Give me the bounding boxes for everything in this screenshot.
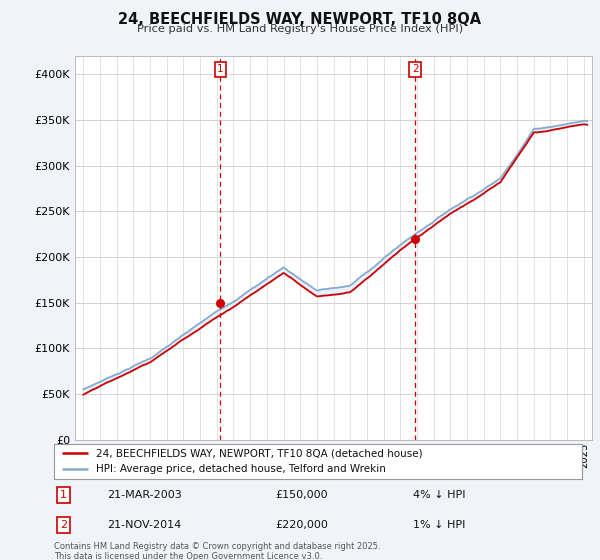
Text: Contains HM Land Registry data © Crown copyright and database right 2025.
This d: Contains HM Land Registry data © Crown c… (54, 542, 380, 560)
Text: 1: 1 (217, 64, 224, 74)
Text: Price paid vs. HM Land Registry's House Price Index (HPI): Price paid vs. HM Land Registry's House … (137, 24, 463, 34)
Text: 21-MAR-2003: 21-MAR-2003 (107, 490, 182, 500)
Text: 21-NOV-2014: 21-NOV-2014 (107, 520, 181, 530)
Text: £150,000: £150,000 (276, 490, 328, 500)
Text: 24, BEECHFIELDS WAY, NEWPORT, TF10 8QA: 24, BEECHFIELDS WAY, NEWPORT, TF10 8QA (118, 12, 482, 27)
Text: 4% ↓ HPI: 4% ↓ HPI (413, 490, 466, 500)
Text: 1: 1 (60, 490, 67, 500)
Text: 24, BEECHFIELDS WAY, NEWPORT, TF10 8QA (detached house): 24, BEECHFIELDS WAY, NEWPORT, TF10 8QA (… (96, 449, 423, 459)
Text: HPI: Average price, detached house, Telford and Wrekin: HPI: Average price, detached house, Telf… (96, 464, 386, 474)
Text: 1% ↓ HPI: 1% ↓ HPI (413, 520, 466, 530)
Text: 2: 2 (412, 64, 419, 74)
Text: £220,000: £220,000 (276, 520, 329, 530)
Text: 2: 2 (60, 520, 67, 530)
